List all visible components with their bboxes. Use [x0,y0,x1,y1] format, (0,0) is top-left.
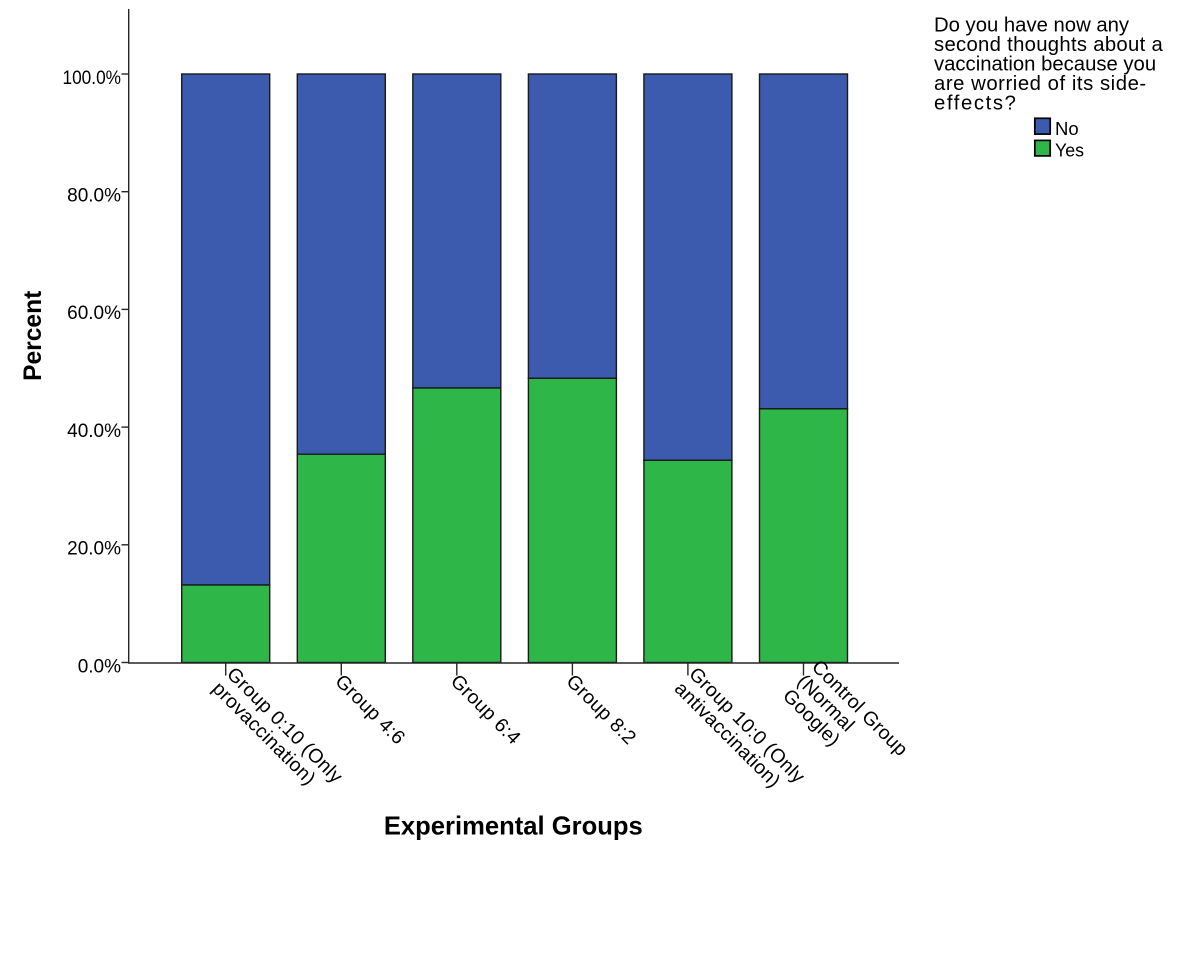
svg-text:No: No [1055,118,1079,139]
svg-text:Group 8:2: Group 8:2 [562,670,641,749]
svg-text:20.0%: 20.0% [67,539,121,560]
svg-text:100.0%: 100.0% [63,68,122,89]
svg-text:Group 0:10 (Onlyprovaccination: Group 0:10 (Onlyprovaccination) [208,663,347,802]
svg-text:Group 4:6: Group 4:6 [331,670,410,749]
svg-text:Do you have now any: Do you have now any [934,15,1130,37]
svg-text:effects?: effects? [934,92,1017,114]
svg-text:Group 10:0 (Onlyantivaccinatio: Group 10:0 (Onlyantivaccination) [670,663,809,802]
svg-text:80.0%: 80.0% [67,186,121,207]
svg-text:Experimental Groups: Experimental Groups [384,813,643,841]
svg-text:0.0%: 0.0% [78,656,121,677]
svg-text:are worried of its side-: are worried of its side- [934,73,1147,95]
svg-text:Yes: Yes [1055,139,1084,160]
svg-text:Group 6:4: Group 6:4 [446,670,525,749]
svg-text:Percent: Percent [20,291,47,381]
svg-text:60.0%: 60.0% [67,303,121,324]
svg-text:40.0%: 40.0% [67,421,121,442]
svg-text:second thoughts about a: second thoughts about a [934,34,1163,56]
svg-text:vaccination because you: vaccination because you [934,54,1156,76]
